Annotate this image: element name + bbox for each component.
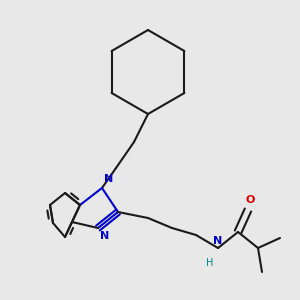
- Text: H: H: [206, 258, 214, 268]
- Text: N: N: [213, 236, 223, 246]
- Text: O: O: [245, 195, 255, 205]
- Text: N: N: [104, 174, 113, 184]
- Text: N: N: [100, 231, 109, 241]
